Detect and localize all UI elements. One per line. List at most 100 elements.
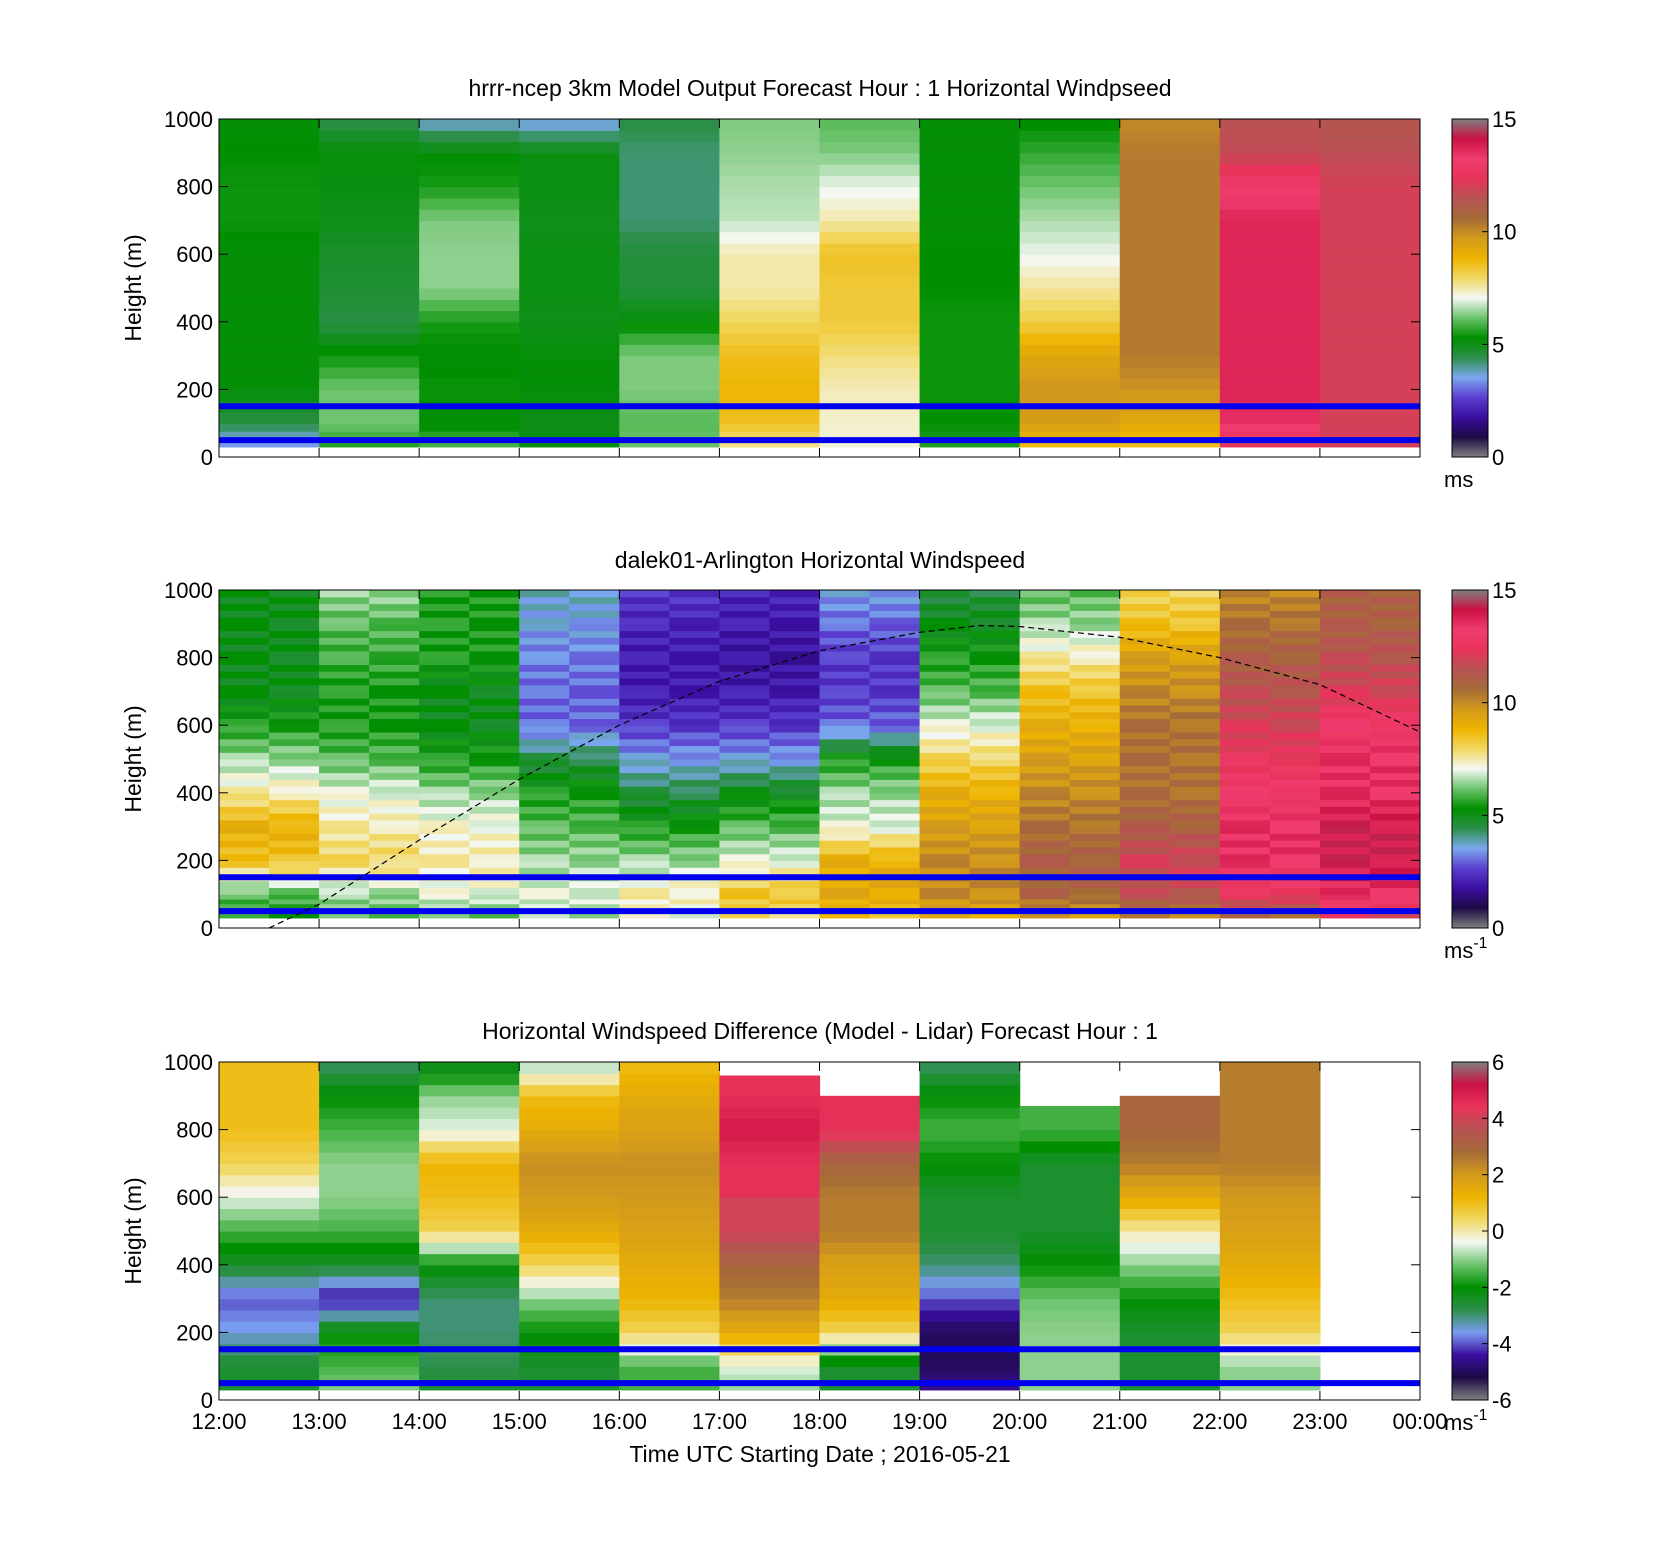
heatmap-cell bbox=[519, 718, 570, 726]
heatmap-cell bbox=[619, 826, 670, 834]
heatmap-cell bbox=[319, 698, 370, 706]
heatmap-cell bbox=[419, 704, 470, 713]
heatmap-cell bbox=[769, 684, 821, 692]
heatmap-cell bbox=[719, 623, 771, 632]
heatmap-cell bbox=[1369, 603, 1420, 611]
heatmap-cell bbox=[1119, 265, 1221, 278]
heatmap-cell bbox=[669, 677, 721, 686]
heatmap-cell bbox=[419, 671, 470, 679]
heatmap-cell bbox=[919, 431, 1021, 440]
heatmap-cell bbox=[419, 819, 470, 828]
heatmap-cell bbox=[1269, 806, 1321, 814]
colorbar-unit: ms-1 bbox=[1444, 1407, 1488, 1435]
heatmap-cell bbox=[919, 1084, 1021, 1097]
heatmap-cell bbox=[519, 657, 570, 665]
heatmap-cell bbox=[369, 880, 420, 889]
heatmap-cell bbox=[819, 671, 871, 679]
heatmap-cell bbox=[1319, 691, 1371, 699]
heatmap-cell bbox=[919, 819, 971, 828]
heatmap-cell bbox=[1119, 242, 1221, 255]
heatmap-cell bbox=[1119, 590, 1171, 598]
heatmap-cell bbox=[369, 664, 420, 672]
heatmap-cell bbox=[719, 1231, 821, 1243]
heatmap-cell bbox=[219, 130, 320, 143]
heatmap-cell bbox=[969, 590, 1021, 598]
heatmap-cell bbox=[919, 1381, 1021, 1391]
heatmap-cell bbox=[1069, 846, 1121, 855]
heatmap-cell bbox=[719, 299, 821, 312]
heatmap-cell bbox=[269, 725, 320, 733]
heatmap-cell bbox=[1169, 630, 1221, 638]
heatmap-cell bbox=[269, 887, 320, 895]
heatmap-cell bbox=[419, 1298, 520, 1311]
heatmap-cell bbox=[219, 1140, 320, 1153]
heatmap-cell bbox=[319, 1140, 420, 1153]
heatmap-cell bbox=[769, 691, 821, 699]
heatmap-cell bbox=[419, 1197, 520, 1210]
heatmap-cell bbox=[519, 617, 570, 625]
heatmap-cell bbox=[1169, 637, 1221, 645]
heatmap-cell bbox=[419, 664, 470, 672]
heatmap-cell bbox=[669, 860, 721, 868]
heatmap-cell bbox=[919, 704, 971, 713]
heatmap-cell bbox=[669, 617, 721, 625]
heatmap-cell bbox=[719, 718, 771, 726]
heatmap-cell bbox=[419, 630, 470, 638]
heatmap-cell bbox=[819, 913, 871, 919]
heatmap-cell bbox=[319, 1332, 420, 1345]
heatmap-cell bbox=[1269, 833, 1321, 841]
heatmap-cell bbox=[669, 664, 721, 672]
heatmap-cell bbox=[1019, 1242, 1121, 1255]
heatmap-cell bbox=[419, 772, 470, 780]
heatmap-cell bbox=[319, 711, 370, 720]
heatmap-cell bbox=[1369, 711, 1420, 720]
heatmap-cell bbox=[1319, 366, 1420, 379]
heatmap-cell bbox=[1019, 894, 1071, 900]
heatmap-cell bbox=[1019, 1309, 1121, 1322]
heatmap-cell bbox=[819, 840, 871, 848]
heatmap-cell bbox=[1269, 786, 1321, 794]
heatmap-cell bbox=[319, 1073, 420, 1086]
heatmap-cell bbox=[1069, 813, 1121, 821]
panel-difference-title: Horizontal Windspeed Difference (Model -… bbox=[482, 1018, 1158, 1044]
heatmap-cell bbox=[619, 1174, 721, 1187]
heatmap-cell bbox=[719, 1321, 821, 1333]
heatmap-cell bbox=[1269, 738, 1321, 747]
heatmap-cell bbox=[1269, 779, 1321, 787]
heatmap-cell bbox=[219, 276, 320, 289]
heatmap-cell bbox=[1069, 630, 1121, 638]
heatmap-cell bbox=[219, 617, 270, 625]
heatmap-cell bbox=[719, 1276, 821, 1288]
heatmap-cell bbox=[819, 186, 921, 199]
heatmap-cell bbox=[619, 1309, 721, 1322]
heatmap-cell bbox=[1019, 772, 1071, 780]
heatmap-cell bbox=[519, 1321, 620, 1333]
heatmap-cell bbox=[319, 1197, 420, 1210]
heatmap-cell bbox=[1219, 819, 1271, 828]
heatmap-cell bbox=[1219, 846, 1271, 855]
heatmap-cell bbox=[1119, 1152, 1221, 1164]
heatmap-cell bbox=[219, 759, 270, 767]
heatmap-cell bbox=[1169, 898, 1221, 905]
heatmap-cell bbox=[569, 772, 620, 780]
heatmap-cell bbox=[719, 853, 771, 861]
heatmap-cell bbox=[619, 299, 721, 312]
heatmap-cell bbox=[719, 765, 771, 774]
heatmap-cell bbox=[469, 880, 520, 889]
heatmap-cell bbox=[869, 833, 921, 841]
heatmap-cell bbox=[1369, 813, 1420, 821]
heatmap-cell bbox=[319, 894, 370, 900]
heatmap-cell bbox=[719, 880, 771, 889]
heatmap-cell bbox=[919, 772, 971, 780]
heatmap-cell bbox=[1369, 898, 1420, 905]
heatmap-cell bbox=[719, 366, 821, 379]
heatmap-cell bbox=[219, 1062, 320, 1074]
heatmap-cell bbox=[1369, 684, 1420, 692]
heatmap-cell bbox=[819, 197, 921, 210]
heatmap-cell bbox=[1319, 867, 1371, 875]
heatmap-cell bbox=[319, 438, 420, 448]
heatmap-cell bbox=[419, 186, 520, 199]
heatmap-cell bbox=[769, 637, 821, 645]
heatmap-cell bbox=[1219, 664, 1271, 672]
heatmap-cell bbox=[1169, 691, 1221, 699]
